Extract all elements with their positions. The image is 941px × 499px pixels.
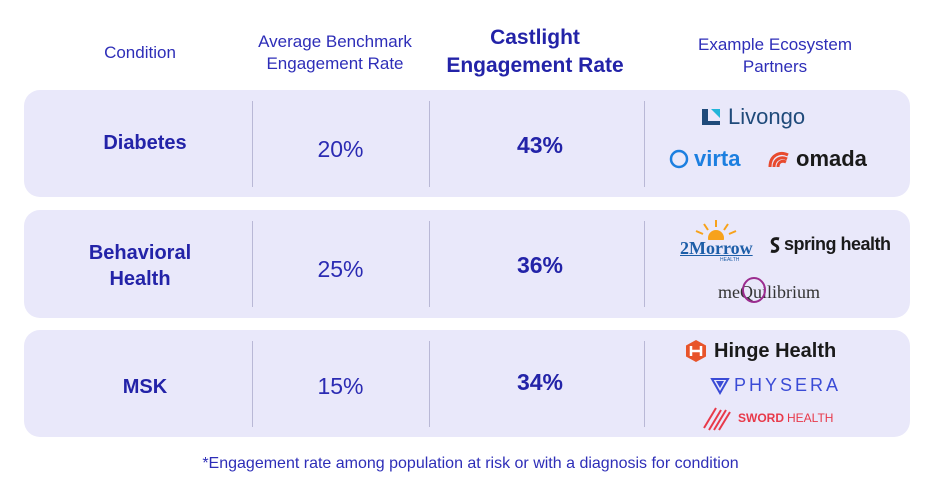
livongo-icon [702,109,720,125]
livongo-logo: Livongo [700,104,805,130]
table-row-msk [24,330,910,437]
header-castlight: Castlight Engagement Rate [446,26,624,77]
benchmark-rate: 20% [317,136,364,162]
virta-logo: virta [668,146,740,172]
condition-label: Behavioral Health [88,242,192,290]
condition-label: Diabetes [103,132,187,154]
castlight-rate: 36% [516,252,564,278]
mequilibrium-ring-icon [742,277,766,303]
hinge-health-icon [686,340,706,362]
2morrow-logo: 2Morrow HEALTH [676,218,756,264]
header-partners: Example Ecosystem Partners [698,35,852,76]
mequilibrium-logo: meQuilibrium [718,277,820,303]
spring-health-icon [770,236,780,253]
hinge-health-logo: Hinge Health [684,339,836,363]
table-row-diabetes [24,90,910,197]
castlight-rate: 34% [516,369,564,395]
row-divider [429,341,430,427]
row-divider [644,221,645,307]
benchmark-rate: 15% [317,373,364,399]
row-divider [644,101,645,187]
omada-icon [768,152,789,168]
header-condition: Condition [104,43,176,62]
header-benchmark: Average Benchmark Engagement Rate [258,32,412,73]
castlight-rate: 43% [516,132,564,158]
physera-logo: PHYSERA [710,375,841,396]
physera-icon [710,377,730,395]
row-divider [252,101,253,187]
row-divider [252,341,253,427]
condition-label: MSK [122,376,168,398]
row-divider [252,221,253,307]
sword-health-logo: SWORD HEALTH [700,404,833,432]
sun-icon [695,220,737,240]
benchmark-rate: 25% [317,256,364,282]
table-row-behavioral-health [24,210,910,318]
sword-health-icon [703,407,731,431]
row-divider [429,101,430,187]
spring-health-logo: spring health [768,234,891,255]
row-divider [644,341,645,427]
virta-icon [669,149,689,169]
footnote: *Engagement rate among population at ris… [202,455,739,472]
row-divider [429,221,430,307]
omada-logo: omada [766,146,867,172]
